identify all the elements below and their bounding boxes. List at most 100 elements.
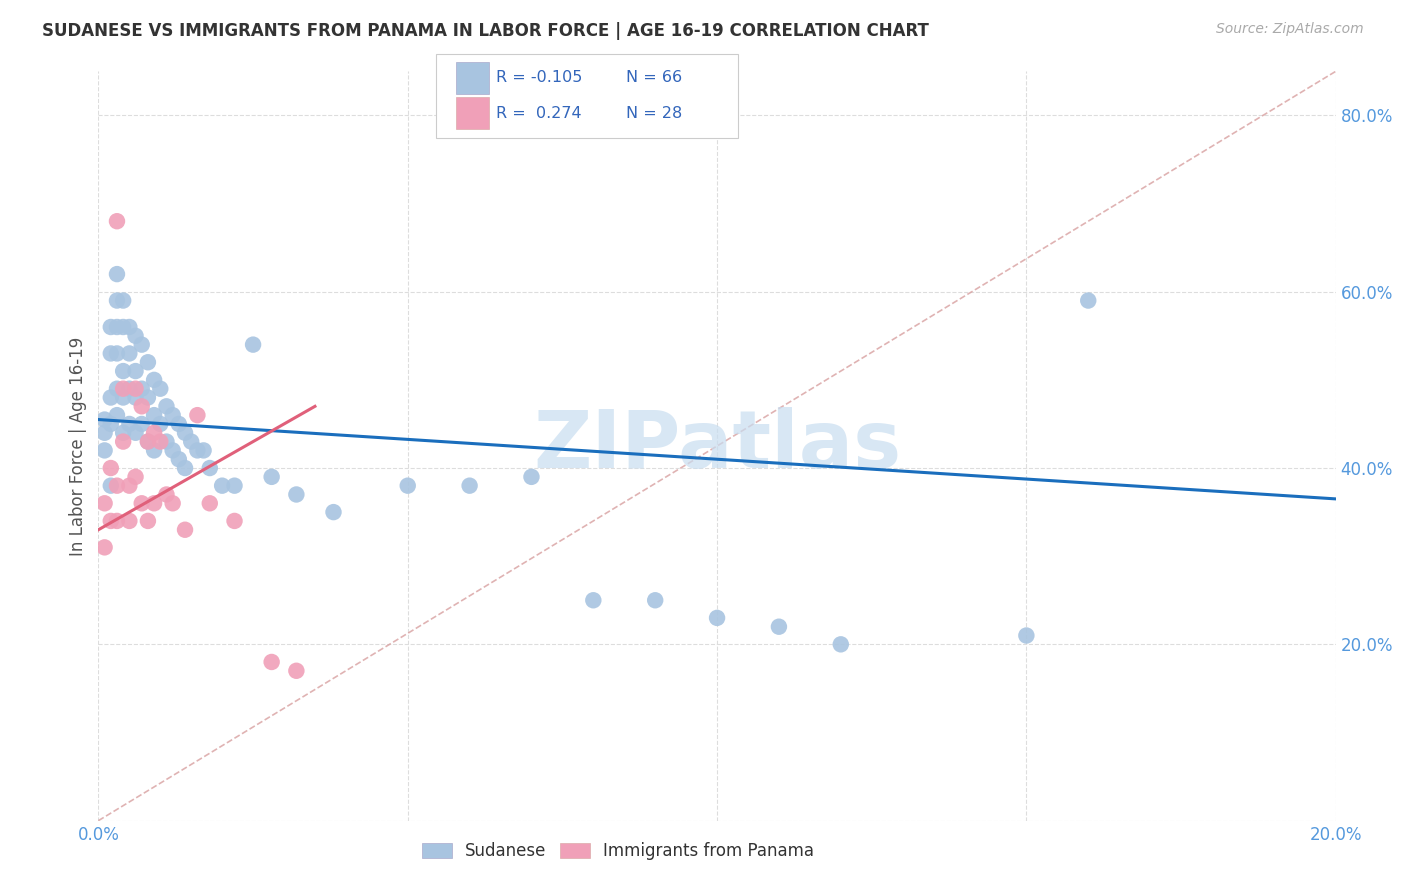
Point — [112, 382, 135, 396]
Y-axis label: In Labor Force | Age 16-19: In Labor Force | Age 16-19 — [69, 336, 87, 556]
Point — [149, 417, 172, 431]
Point — [118, 478, 141, 492]
Point — [136, 514, 159, 528]
Point — [285, 487, 308, 501]
Point — [830, 637, 852, 651]
Point — [242, 337, 264, 351]
Point — [143, 496, 166, 510]
Point — [143, 373, 166, 387]
Point — [124, 382, 146, 396]
Point — [93, 496, 115, 510]
Point — [149, 434, 172, 449]
Point — [143, 408, 166, 422]
Point — [93, 412, 115, 426]
Point — [118, 346, 141, 360]
Point — [155, 400, 177, 414]
Point — [100, 320, 122, 334]
Point — [100, 417, 122, 431]
Point — [458, 478, 481, 492]
Point — [155, 434, 177, 449]
Point — [167, 417, 190, 431]
Point — [124, 391, 146, 405]
Point — [112, 293, 135, 308]
Point — [174, 425, 197, 440]
Point — [131, 337, 153, 351]
Point — [136, 434, 159, 449]
Text: ZIPatlas: ZIPatlas — [533, 407, 901, 485]
Point — [112, 434, 135, 449]
Point — [100, 514, 122, 528]
Point — [167, 452, 190, 467]
Text: N = 28: N = 28 — [626, 106, 682, 120]
Point — [118, 417, 141, 431]
Point — [1015, 628, 1038, 642]
Point — [260, 470, 283, 484]
Point — [118, 320, 141, 334]
Point — [143, 443, 166, 458]
Point — [100, 346, 122, 360]
Point — [105, 320, 128, 334]
Point — [149, 382, 172, 396]
Text: R =  0.274: R = 0.274 — [496, 106, 582, 120]
Point — [93, 541, 115, 555]
Point — [186, 408, 208, 422]
Point — [644, 593, 666, 607]
Point — [131, 400, 153, 414]
Point — [112, 425, 135, 440]
Point — [105, 267, 128, 281]
Point — [396, 478, 419, 492]
Point — [198, 461, 221, 475]
Point — [162, 408, 184, 422]
Point — [124, 425, 146, 440]
Point — [180, 434, 202, 449]
Text: R = -0.105: R = -0.105 — [496, 70, 582, 85]
Point — [136, 355, 159, 369]
Point — [285, 664, 308, 678]
Point — [768, 620, 790, 634]
Point — [131, 496, 153, 510]
Text: N = 66: N = 66 — [626, 70, 682, 85]
Point — [186, 443, 208, 458]
Point — [124, 470, 146, 484]
Point — [105, 214, 128, 228]
Point — [118, 514, 141, 528]
Point — [112, 320, 135, 334]
Point — [105, 408, 128, 422]
Point — [174, 523, 197, 537]
Point — [162, 443, 184, 458]
Point — [105, 346, 128, 360]
Point — [112, 391, 135, 405]
Point — [162, 496, 184, 510]
Point — [211, 478, 233, 492]
Point — [198, 496, 221, 510]
Point — [100, 478, 122, 492]
Point — [93, 425, 115, 440]
Point — [520, 470, 543, 484]
Point — [131, 417, 153, 431]
Point — [155, 487, 177, 501]
Point — [224, 478, 246, 492]
Point — [136, 434, 159, 449]
Point — [131, 382, 153, 396]
Text: SUDANESE VS IMMIGRANTS FROM PANAMA IN LABOR FORCE | AGE 16-19 CORRELATION CHART: SUDANESE VS IMMIGRANTS FROM PANAMA IN LA… — [42, 22, 929, 40]
Point — [118, 382, 141, 396]
Point — [112, 364, 135, 378]
Point — [105, 514, 128, 528]
Point — [260, 655, 283, 669]
Point — [105, 382, 128, 396]
Point — [105, 293, 128, 308]
Point — [124, 328, 146, 343]
Point — [1077, 293, 1099, 308]
Point — [224, 514, 246, 528]
Point — [174, 461, 197, 475]
Point — [706, 611, 728, 625]
Point — [322, 505, 344, 519]
Point — [105, 478, 128, 492]
Point — [93, 443, 115, 458]
Point — [100, 391, 122, 405]
Point — [124, 364, 146, 378]
Text: Source: ZipAtlas.com: Source: ZipAtlas.com — [1216, 22, 1364, 37]
Point — [136, 391, 159, 405]
Point — [143, 425, 166, 440]
Point — [193, 443, 215, 458]
